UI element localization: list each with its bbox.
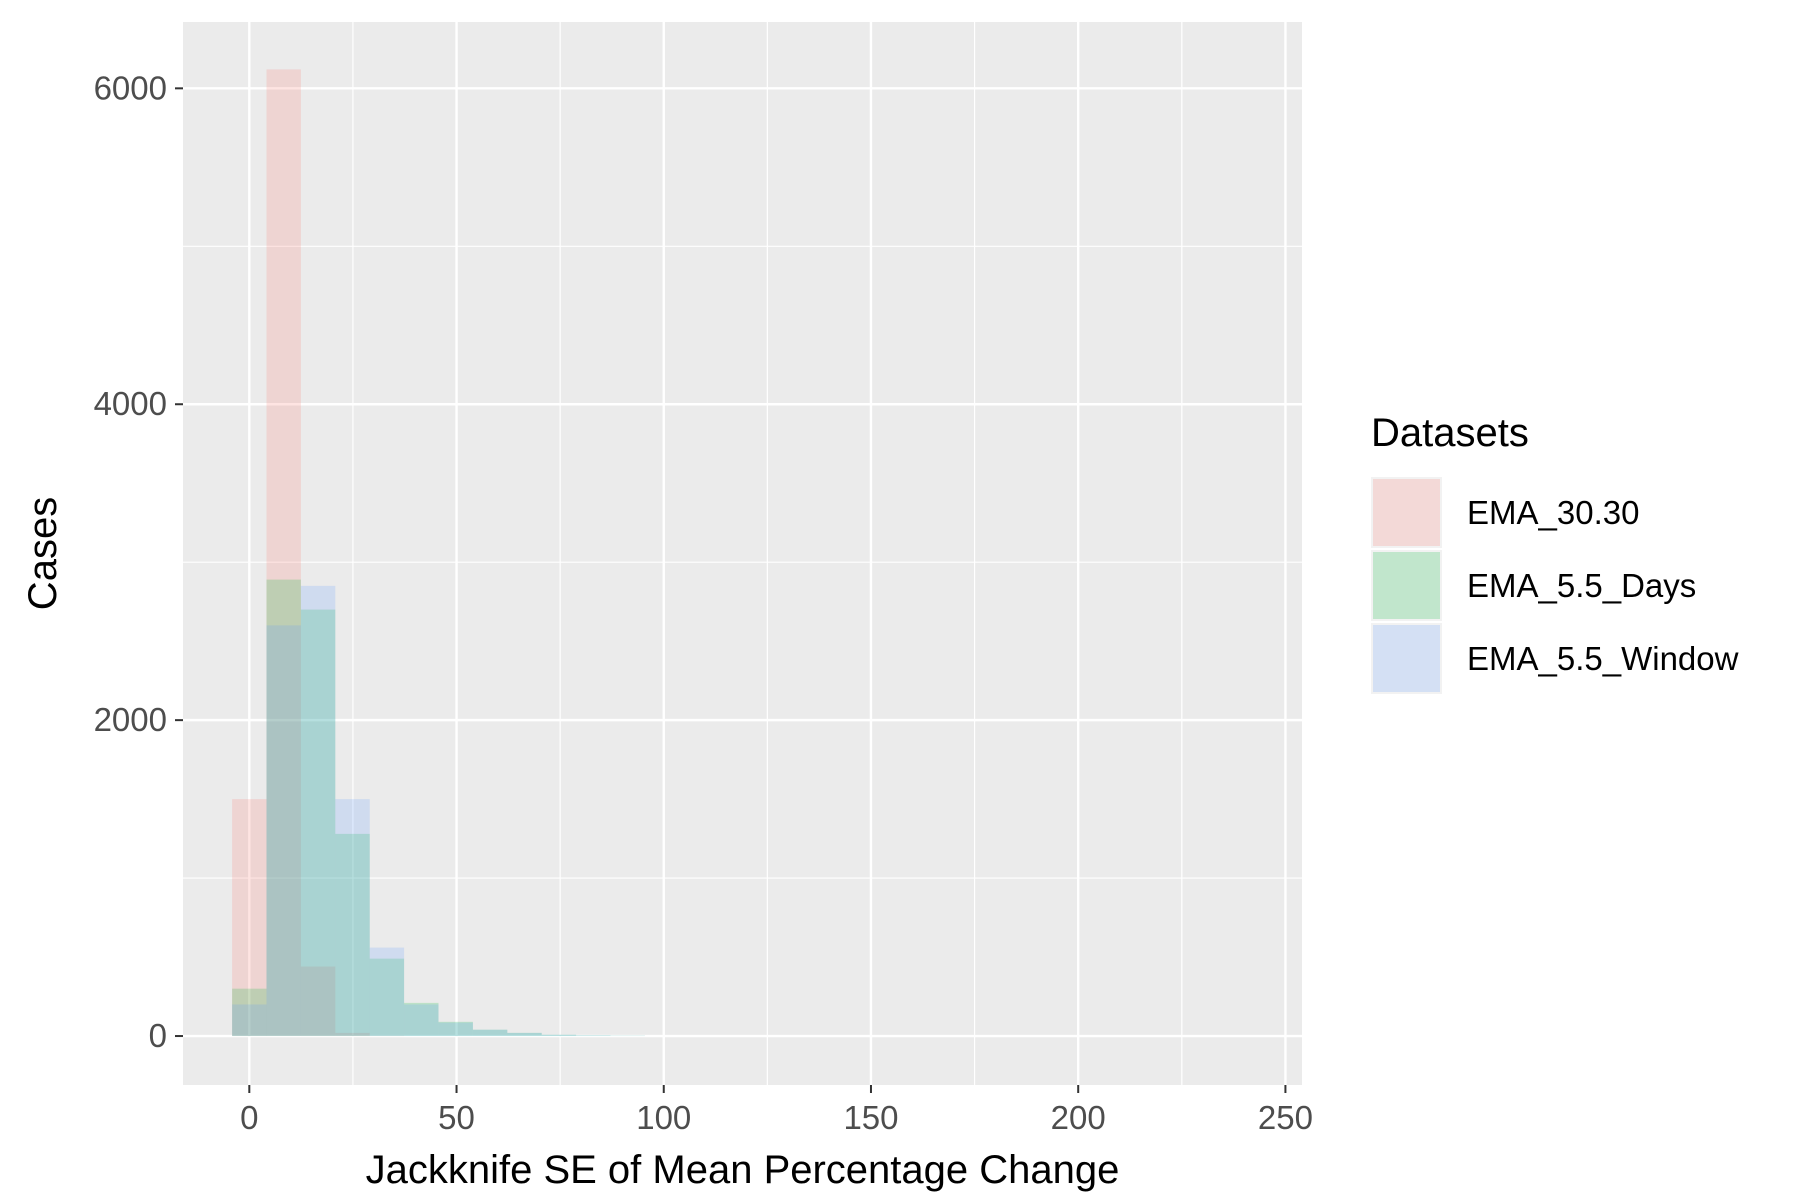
histogram-bar [507, 1032, 542, 1037]
histogram-bar [266, 579, 301, 1037]
histogram-bar [335, 1032, 370, 1037]
y-axis-title: Cases [21, 497, 65, 610]
histogram-bar [232, 988, 267, 1037]
plot-panel [183, 22, 1302, 1085]
histogram-bar [404, 1002, 439, 1037]
legend-key-swatch [1373, 479, 1440, 546]
histogram-bar [576, 1035, 611, 1037]
legend-key-swatch [1373, 625, 1440, 692]
legend-key-swatch [1373, 552, 1440, 619]
histogram-bar [507, 1032, 542, 1037]
histogram-bar [541, 1034, 577, 1037]
histogram-bar [438, 1022, 473, 1037]
y-tick-label: 4000 [94, 385, 167, 422]
series-EMA_5.5_Window [232, 585, 645, 1037]
x-tick-label: 50 [438, 1099, 475, 1136]
series-EMA_5.5_Days [232, 579, 645, 1037]
legend: Datasets EMA_30.30 EMA_5.5_Days EMA_5.5_Wi… [1371, 411, 1739, 694]
histogram-bar [335, 799, 370, 1037]
histogram-bar [300, 585, 336, 1037]
histogram-bar [266, 69, 301, 1037]
y-axis: 0 2000 4000 6000 [94, 69, 183, 1054]
histogram-bar [266, 625, 301, 1037]
histogram-bar [404, 1004, 439, 1037]
histogram-bar [369, 947, 405, 1037]
histogram-bar [369, 958, 405, 1037]
x-tick-label: 250 [1258, 1099, 1313, 1136]
histogram-bar [300, 966, 336, 1037]
histogram-bar [335, 833, 370, 1037]
minor-gridlines [183, 22, 1302, 1085]
histogram-bars [232, 69, 645, 1037]
histogram-bar [232, 799, 267, 1037]
y-tick-label: 6000 [94, 69, 167, 106]
legend-label: EMA_5.5_Days [1467, 567, 1696, 604]
x-tick-label: 0 [240, 1099, 258, 1136]
histogram-bar [472, 1029, 508, 1037]
legend-label: EMA_5.5_Window [1467, 640, 1739, 677]
y-tick-label: 0 [149, 1017, 167, 1054]
x-tick-label: 200 [1051, 1099, 1106, 1136]
histogram-bar [472, 1029, 508, 1037]
histogram-bar [232, 1004, 267, 1037]
histogram-bar [438, 1021, 473, 1037]
legend-key-background [1371, 623, 1442, 694]
series-EMA_30.30 [232, 69, 405, 1037]
x-tick-label: 100 [636, 1099, 691, 1136]
x-axis-title: Jackknife SE of Mean Percentage Change [366, 1148, 1120, 1192]
legend-key-background [1371, 477, 1442, 548]
legend-key-background [1371, 550, 1442, 621]
y-tick-label: 2000 [94, 701, 167, 738]
x-axis: 0 50 100 150 200 250 [240, 1085, 1313, 1136]
major-gridlines [183, 22, 1302, 1085]
histogram-bar [300, 609, 336, 1037]
x-tick-label: 150 [843, 1099, 898, 1136]
legend-title: Datasets [1371, 411, 1529, 455]
histogram-bar [576, 1035, 611, 1037]
histogram-bar [541, 1034, 577, 1037]
legend-label: EMA_30.30 [1467, 494, 1639, 531]
